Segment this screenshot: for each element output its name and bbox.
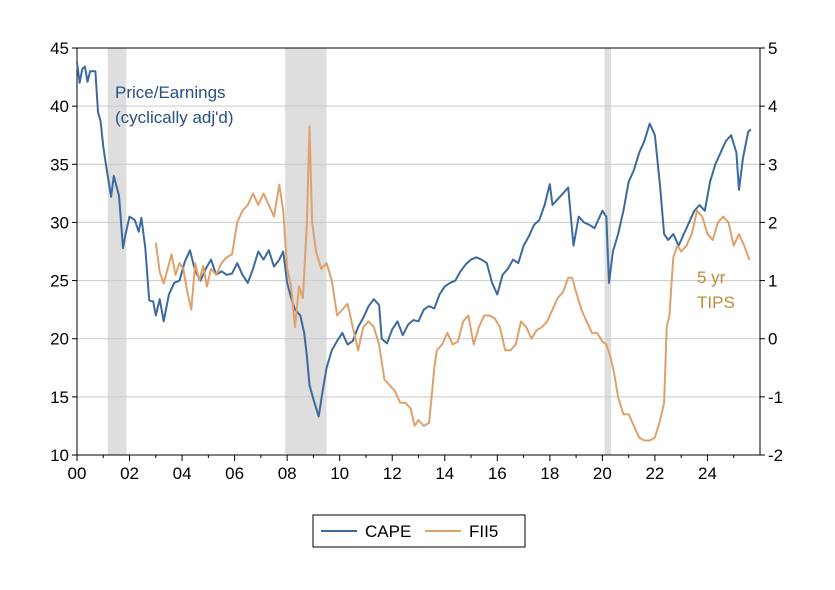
left-tick-label: 30 bbox=[50, 213, 69, 232]
x-tick-label: 20 bbox=[593, 464, 612, 483]
annotation-text: TIPS bbox=[697, 293, 735, 312]
x-tick-label: 24 bbox=[698, 464, 717, 483]
left-tick-label: 25 bbox=[50, 272, 69, 291]
x-tick-label: 16 bbox=[488, 464, 507, 483]
x-axis-ticks: 00 02 04 06 08 10 12 14 16 18 20 22 24 bbox=[68, 455, 735, 483]
series-lines bbox=[76, 61, 752, 442]
left-tick-label: 35 bbox=[50, 155, 69, 174]
left-axis-ticks: 10 15 20 25 30 35 40 45 bbox=[50, 39, 77, 465]
x-tick-label: 08 bbox=[278, 464, 297, 483]
legend-label-cape: CAPE bbox=[365, 522, 411, 541]
right-axis-ticks: -2 -1 0 1 2 3 4 5 bbox=[760, 39, 783, 465]
annotation-text: Price/Earnings bbox=[115, 83, 226, 102]
x-tick-label: 10 bbox=[330, 464, 349, 483]
right-tick-label: -2 bbox=[768, 446, 783, 465]
right-tick-label: -1 bbox=[768, 388, 783, 407]
right-tick-label: 3 bbox=[768, 155, 777, 174]
left-tick-label: 45 bbox=[50, 39, 69, 58]
x-tick-label: 18 bbox=[540, 464, 559, 483]
x-tick-label: 12 bbox=[383, 464, 402, 483]
right-tick-label: 2 bbox=[768, 213, 777, 232]
x-tick-label: 04 bbox=[173, 464, 192, 483]
x-tick-label: 22 bbox=[645, 464, 664, 483]
left-tick-label: 20 bbox=[50, 330, 69, 349]
right-tick-label: 0 bbox=[768, 330, 777, 349]
x-tick-label: 06 bbox=[225, 464, 244, 483]
legend-label-fii5: FII5 bbox=[469, 522, 498, 541]
annotation-text: (cyclically adj'd) bbox=[115, 108, 234, 127]
gridlines bbox=[77, 105, 760, 398]
left-tick-label: 10 bbox=[50, 446, 69, 465]
annotations: Price/Earnings (cyclically adj'd) 5 yr TIPS bbox=[115, 83, 735, 312]
right-tick-label: 4 bbox=[768, 97, 777, 116]
x-tick-label: 14 bbox=[435, 464, 454, 483]
recession-band bbox=[107, 48, 127, 455]
left-tick-label: 15 bbox=[50, 388, 69, 407]
series-line-fii5 bbox=[154, 125, 751, 442]
annotation-text: 5 yr bbox=[697, 268, 726, 287]
x-tick-label: 02 bbox=[120, 464, 139, 483]
left-tick-label: 40 bbox=[50, 97, 69, 116]
series-line-cape bbox=[76, 61, 752, 418]
right-tick-label: 5 bbox=[768, 39, 777, 58]
right-tick-label: 1 bbox=[768, 272, 777, 291]
x-tick-label: 00 bbox=[68, 464, 87, 483]
legend: CAPE FII5 bbox=[312, 514, 526, 548]
